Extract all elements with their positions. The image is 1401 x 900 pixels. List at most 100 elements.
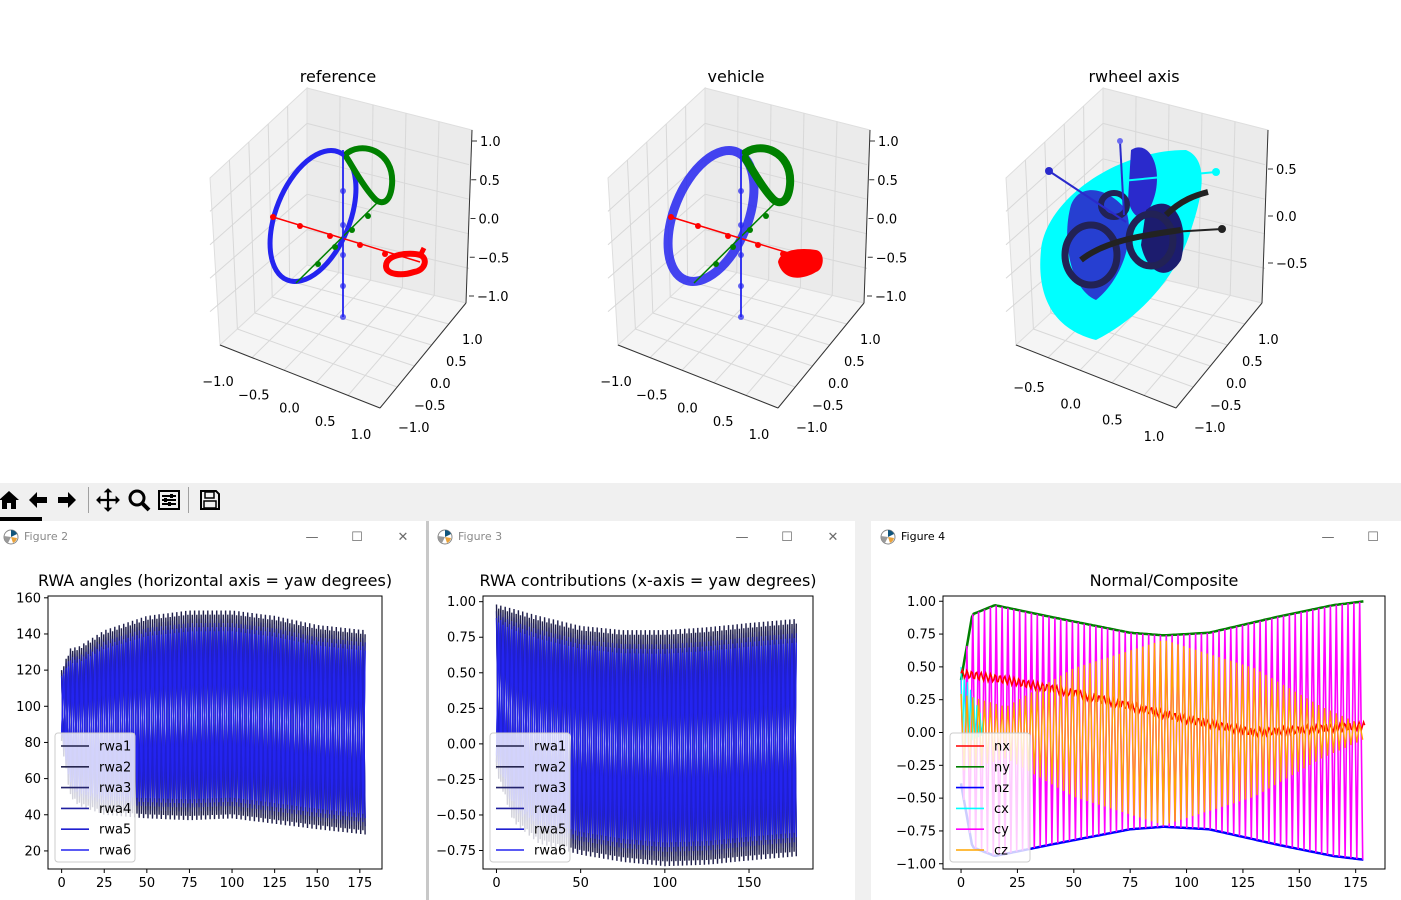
grid-line [254, 312, 415, 367]
grid-line [209, 193, 308, 279]
minimize-icon: — [1321, 529, 1335, 545]
red-axis-point [297, 223, 303, 229]
close-button[interactable]: ✕ [823, 527, 843, 547]
x-tick-label: 50 [1066, 876, 1083, 891]
green-axis-point [315, 261, 321, 267]
y-tick-label: −1.0 [796, 421, 828, 436]
configure-subplots-button[interactable] [154, 485, 184, 515]
figure3-titlebar[interactable]: Figure 3 — ☐ ✕ [429, 521, 855, 553]
x-tick-label: 100 [220, 876, 245, 891]
green-axis-point [349, 227, 355, 233]
x-tick-label: 0.5 [1102, 414, 1123, 429]
figure4-titlebar[interactable]: Figure 4 — ☐ [871, 521, 1401, 553]
close-icon: ✕ [397, 529, 409, 545]
panel-title: vehicle [708, 67, 765, 86]
normal-composite-chart[interactable]: Normal/Composite 0 25 50 75 100 125 150 175 −1.00… [871, 553, 1401, 900]
rwa-contributions-chart[interactable]: RWA contributions (x-axis = yaw degrees)… [429, 553, 855, 900]
grid-line [228, 159, 238, 330]
axes-frame [482, 595, 814, 870]
green-axis-point [713, 261, 719, 267]
blue-axis-point [340, 188, 346, 194]
green-axis-point [730, 244, 736, 250]
y-axis-line [379, 302, 467, 409]
red-axis-point [327, 233, 333, 239]
maximize-button[interactable]: ☐ [777, 527, 797, 547]
minimize-button[interactable]: — [1318, 527, 1338, 547]
magnifier-icon [128, 489, 151, 512]
grid-line [289, 280, 449, 325]
z-tick-label: −1.0 [875, 290, 907, 305]
red-axis-point [270, 214, 276, 220]
sliders-icon [158, 490, 180, 510]
legend-label-rwa3: rwa3 [99, 781, 131, 796]
legend-label-rwa1: rwa1 [99, 740, 131, 755]
grid-line [704, 193, 868, 235]
y-tick-label: −0.75 [896, 824, 936, 839]
home-button[interactable] [0, 485, 24, 515]
grid-line [306, 122, 470, 166]
forward-button[interactable] [52, 485, 82, 515]
axis-endpoint [1117, 138, 1123, 144]
legend-label-nx: nx [994, 740, 1010, 755]
z-axis-line [465, 129, 473, 304]
grid-line [237, 328, 398, 388]
grid-line [831, 121, 838, 296]
x-tick-label: 1.0 [351, 428, 372, 443]
figure2-titlebar[interactable]: Figure 2 — ☐ ✕ [0, 521, 426, 553]
grid-line [713, 287, 801, 384]
plot-area [60, 610, 366, 835]
grid-line [209, 229, 308, 312]
x-tick-label: 0.0 [1060, 397, 1081, 412]
legend-label-rwa6: rwa6 [534, 844, 566, 859]
x-tick-label: 100 [1174, 876, 1199, 891]
figure1-canvas[interactable]: reference 1.0 0.5 0.0 −0.5 −1.0 −1.0 −0.5 0.0 0.5… [0, 0, 1401, 483]
axes-frame [47, 595, 383, 870]
figure2-window[interactable]: Figure 2 — ☐ ✕ RWA angles (horizontal ax… [0, 521, 426, 900]
y-tick-label: 0.75 [447, 631, 476, 646]
navy-lobe [1141, 203, 1184, 273]
y-tick-label: −0.75 [436, 844, 476, 859]
green-axis-point [332, 244, 338, 250]
x-tick-label: 0.5 [713, 415, 734, 430]
grid-line [1111, 287, 1199, 384]
back-button[interactable] [23, 485, 53, 515]
pan-button[interactable] [93, 485, 123, 515]
blue-axis-point [738, 283, 744, 289]
grid-line [704, 158, 868, 200]
x-tick-label: −1.0 [600, 375, 632, 390]
x-tick-label: 0 [957, 876, 965, 891]
y-tick-label: 0.25 [907, 693, 936, 708]
zoom-button[interactable] [124, 485, 154, 515]
minimize-button[interactable]: — [302, 527, 322, 547]
arrow-left-icon [29, 492, 47, 508]
y-tick-label: 0.5 [1242, 355, 1263, 370]
x-tick-label: 175 [347, 876, 372, 891]
x-tick-label: 75 [1122, 876, 1139, 891]
maximize-button[interactable]: ☐ [347, 527, 367, 547]
grid-line [607, 123, 706, 212]
close-button[interactable]: ✕ [393, 527, 413, 547]
grid-line [283, 279, 371, 371]
red-axis-point [357, 242, 363, 248]
rwa-angles-chart[interactable]: RWA angles (horizontal axis = yaw degree… [0, 553, 426, 900]
save-button[interactable] [195, 485, 225, 515]
blue-lobe [1128, 147, 1157, 217]
series-line-nx [960, 667, 1366, 739]
y-tick-label: 0.50 [907, 660, 936, 675]
figure3-window[interactable]: Figure 3 — ☐ ✕ RWA contributions (x-axis… [429, 521, 855, 900]
panel-rwheel-axis: rwheel axis 0.5 0.0 −0.5 −0.5 0.0 0.5 1.0 1.0 0.5… [1005, 67, 1308, 445]
y-tick-label: 1.0 [462, 333, 483, 348]
x-tick-label: −1.0 [202, 375, 234, 390]
y-tick-label: 140 [16, 627, 41, 642]
minimize-button[interactable]: — [732, 527, 752, 547]
z-tick-label: 0.5 [1276, 163, 1297, 178]
y-tick-label: −0.5 [812, 399, 844, 414]
legend-label-rwa2: rwa2 [534, 760, 566, 775]
black-axis-line [1170, 228, 1223, 233]
matplotlib-logo-icon [3, 529, 19, 545]
green-axis-point [763, 213, 769, 219]
figure4-window[interactable]: Figure 4 — ☐ Normal/Composite 0 25 50 75 100 1… [871, 521, 1401, 900]
maximize-button[interactable]: ☐ [1363, 527, 1383, 547]
window-title: Figure 4 [901, 530, 946, 543]
grid-line [649, 272, 738, 358]
